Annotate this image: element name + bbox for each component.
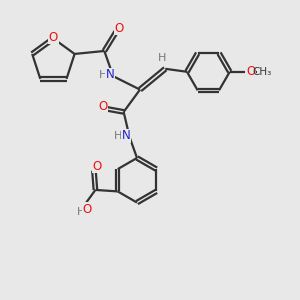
- Text: O: O: [82, 203, 92, 216]
- Text: H: H: [114, 131, 122, 141]
- Text: N: N: [122, 129, 130, 142]
- Text: O: O: [98, 100, 107, 113]
- Text: O: O: [92, 160, 101, 172]
- Text: H: H: [77, 207, 85, 217]
- Text: N: N: [106, 68, 115, 81]
- Text: O: O: [49, 31, 58, 44]
- Text: H: H: [158, 53, 166, 63]
- Text: O: O: [115, 22, 124, 34]
- Text: O: O: [247, 65, 256, 78]
- Text: H: H: [99, 70, 107, 80]
- Text: CH₃: CH₃: [252, 67, 271, 77]
